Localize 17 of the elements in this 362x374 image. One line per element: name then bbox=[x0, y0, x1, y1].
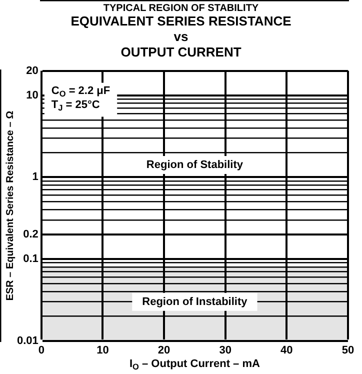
x-tick-label: 20 bbox=[158, 344, 170, 356]
annotation: Region of Stability bbox=[146, 158, 244, 171]
x-tick-label: 10 bbox=[96, 344, 109, 356]
chart-title: TYPICAL REGION OF STABILITY bbox=[103, 2, 259, 14]
chart-subtitle: EQUIVALENT SERIES RESISTANCE vs OUTPUT CURRENT bbox=[70, 13, 292, 60]
y-tick-label: 0.2 bbox=[23, 228, 38, 240]
y-tick-label: 0.01 bbox=[16, 334, 38, 347]
y-tick-label: 20 bbox=[26, 64, 38, 77]
x-tick-label: 0 bbox=[38, 344, 44, 356]
x-tick-label: 30 bbox=[219, 344, 232, 356]
annotation: Region of Instability bbox=[142, 296, 248, 308]
y-axis-title: ESR – Equivalent Series Resistance – Ω bbox=[4, 110, 16, 301]
y-tick-label: 0.1 bbox=[23, 253, 38, 266]
x-tick-label: 50 bbox=[342, 344, 354, 356]
y-tick-label: 1 bbox=[32, 171, 38, 184]
y-tick-label: 10 bbox=[26, 89, 38, 102]
x-tick-label: 40 bbox=[280, 344, 293, 356]
